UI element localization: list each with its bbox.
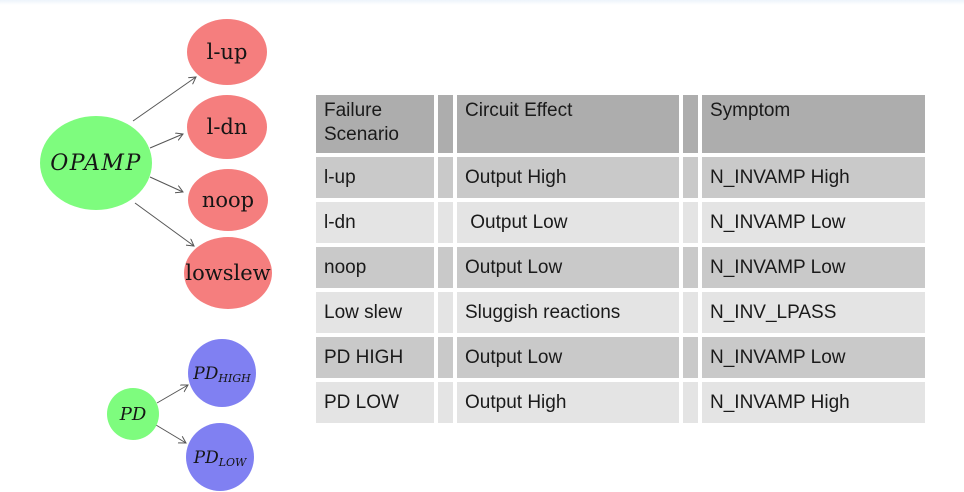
- node-noop: [188, 169, 268, 231]
- cell-spacer: [438, 292, 453, 333]
- cell-spacer: [683, 247, 698, 288]
- cell-scenario: PD LOW: [316, 382, 434, 423]
- node-noop-label: noop: [202, 188, 254, 212]
- node-pdhigh-subscript: HIGH: [217, 372, 251, 385]
- window-top-edge: [0, 0, 964, 5]
- cell-symptom: N_INV_LPASS: [702, 292, 925, 333]
- node-opamp-label: OPAMP: [50, 151, 142, 176]
- edge-opamp-lowslew: [134, 202, 194, 246]
- cell-scenario: l-dn: [316, 202, 434, 243]
- cell-spacer: [683, 382, 698, 423]
- cell-symptom: N_INVAMP High: [702, 382, 925, 423]
- cell-spacer: [438, 157, 453, 198]
- node-ldn-label: l-dn: [207, 115, 248, 139]
- header-failure-scenario: Failure Scenario: [316, 95, 434, 153]
- cell-effect: Output High: [457, 382, 679, 423]
- node-pdlow-label: PDLOW: [193, 448, 248, 469]
- edge-opamp-lup: [132, 77, 196, 122]
- fault-tree-diagram: OPAMP l-up l-dn noop lowslew PD PDHIGH P…: [40, 19, 272, 491]
- node-lup: [187, 19, 267, 85]
- cell-effect: Sluggish reactions: [457, 292, 679, 333]
- cell-effect: Output Low: [457, 247, 679, 288]
- cell-symptom: N_INVAMP Low: [702, 202, 925, 243]
- edge-opamp-noop: [149, 176, 183, 192]
- node-pd: [107, 388, 159, 440]
- node-lowslew: [184, 237, 272, 309]
- edge-pd-pdlow: [155, 424, 186, 443]
- cell-spacer: [683, 292, 698, 333]
- cell-spacer: [683, 337, 698, 378]
- edge-opamp-ldn: [149, 134, 183, 149]
- node-pdhigh-label: PDHIGH: [192, 364, 251, 385]
- header-spacer-1: [438, 95, 453, 153]
- edge-pd-pdhigh: [156, 385, 188, 404]
- cell-spacer: [438, 382, 453, 423]
- cell-spacer: [683, 202, 698, 243]
- cell-symptom: N_INVAMP High: [702, 157, 925, 198]
- cell-scenario: PD HIGH: [316, 337, 434, 378]
- cell-scenario: l-up: [316, 157, 434, 198]
- cell-effect: Output Low: [457, 202, 679, 243]
- node-opamp: [40, 116, 152, 210]
- cell-spacer: [438, 247, 453, 288]
- cell-effect: Output High: [457, 157, 679, 198]
- cell-scenario: Low slew: [316, 292, 434, 333]
- node-lowslew-label: lowslew: [185, 261, 270, 285]
- node-lup-label: l-up: [207, 40, 248, 64]
- cell-symptom: N_INVAMP Low: [702, 337, 925, 378]
- cell-effect: Output Low: [457, 337, 679, 378]
- node-pd-label: PD: [119, 404, 147, 425]
- cell-spacer: [438, 202, 453, 243]
- node-pdlow: [186, 423, 254, 491]
- header-circuit-effect: Circuit Effect: [457, 95, 679, 153]
- node-pdhigh: [188, 339, 256, 407]
- header-spacer-2: [683, 95, 698, 153]
- node-ldn: [187, 95, 267, 159]
- diagram-edges: [132, 77, 196, 443]
- cell-spacer: [438, 337, 453, 378]
- node-pdlow-subscript: LOW: [218, 456, 248, 469]
- cell-scenario: noop: [316, 247, 434, 288]
- header-symptom: Symptom: [702, 95, 925, 153]
- fault-table: Failure Scenario Circuit Effect Symptom …: [316, 95, 925, 423]
- cell-symptom: N_INVAMP Low: [702, 247, 925, 288]
- cell-spacer: [683, 157, 698, 198]
